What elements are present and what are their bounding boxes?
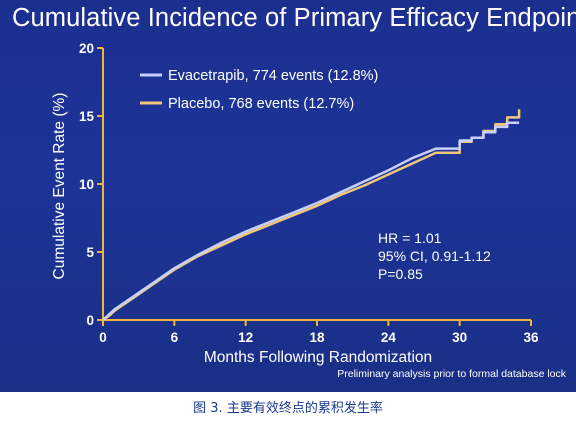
x-tick-label: 24 <box>381 330 397 345</box>
legend: Evacetrapib, 774 events (12.8%) Placebo,… <box>140 68 378 112</box>
figure-caption: 图 3. 主要有效终点的累积发生率 <box>0 394 576 426</box>
y-tick-label: 0 <box>86 313 94 328</box>
footnote: Preliminary analysis prior to formal dat… <box>337 368 566 380</box>
x-tick-label: 36 <box>523 330 539 345</box>
x-axis-title: Months Following Randomization <box>204 349 432 366</box>
plot-area: 0 5 10 15 20 0 6 12 18 24 30 36 <box>79 41 539 345</box>
x-tick-label: 30 <box>452 330 467 345</box>
y-tick-label: 15 <box>79 109 95 124</box>
x-tick-label: 18 <box>309 330 325 345</box>
legend-label-placebo: Placebo, 768 events (12.7%) <box>168 96 354 112</box>
y-tick-label: 5 <box>86 245 94 260</box>
x-tick-label: 0 <box>99 330 107 345</box>
x-tick-label: 6 <box>171 330 179 345</box>
series-line-placebo <box>102 109 521 322</box>
slide: Cumulative Incidence of Primary Efficacy… <box>0 0 576 392</box>
slide-title: Cumulative Incidence of Primary Efficacy… <box>12 4 576 32</box>
y-axis-title: Cumulative Event Rate (%) <box>51 93 68 280</box>
y-tick-label: 10 <box>79 177 94 192</box>
hr-annotation: HR = 1.01 95% CI, 0.91-1.12 P=0.85 <box>378 230 491 282</box>
chart: Cumulative Event Rate (%) Months Followi… <box>51 41 539 366</box>
legend-label-evacetrapib: Evacetrapib, 774 events (12.8%) <box>168 68 378 84</box>
ci-value: 95% CI, 0.91-1.12 <box>378 248 491 264</box>
series-line-evacetrapib <box>102 121 520 321</box>
x-tick-label: 12 <box>238 330 253 345</box>
p-value: P=0.85 <box>378 266 423 282</box>
y-tick-label: 20 <box>79 41 94 56</box>
hr-value: HR = 1.01 <box>378 230 442 246</box>
